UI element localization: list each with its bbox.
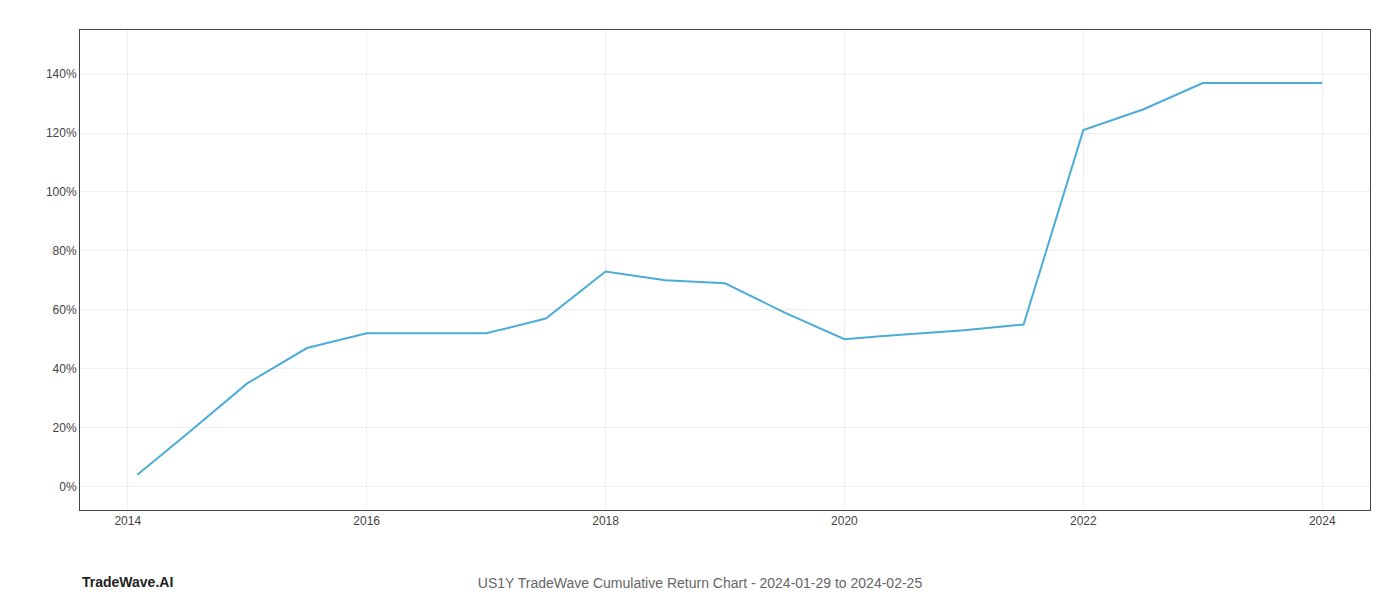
svg-text:80%: 80% — [53, 244, 77, 258]
svg-text:120%: 120% — [46, 126, 77, 140]
svg-text:TradeWave.AI: TradeWave.AI — [82, 574, 173, 590]
svg-text:100%: 100% — [46, 185, 77, 199]
svg-text:2014: 2014 — [114, 514, 141, 528]
svg-text:2024: 2024 — [1309, 514, 1336, 528]
svg-text:60%: 60% — [53, 303, 77, 317]
svg-text:40%: 40% — [53, 362, 77, 376]
svg-text:2016: 2016 — [353, 514, 380, 528]
svg-text:2018: 2018 — [592, 514, 619, 528]
svg-text:20%: 20% — [53, 421, 77, 435]
svg-text:2020: 2020 — [831, 514, 858, 528]
svg-text:0%: 0% — [59, 480, 77, 494]
svg-text:US1Y TradeWave Cumulative Retu: US1Y TradeWave Cumulative Return Chart -… — [478, 575, 923, 591]
svg-text:140%: 140% — [46, 67, 77, 81]
svg-text:2022: 2022 — [1070, 514, 1097, 528]
